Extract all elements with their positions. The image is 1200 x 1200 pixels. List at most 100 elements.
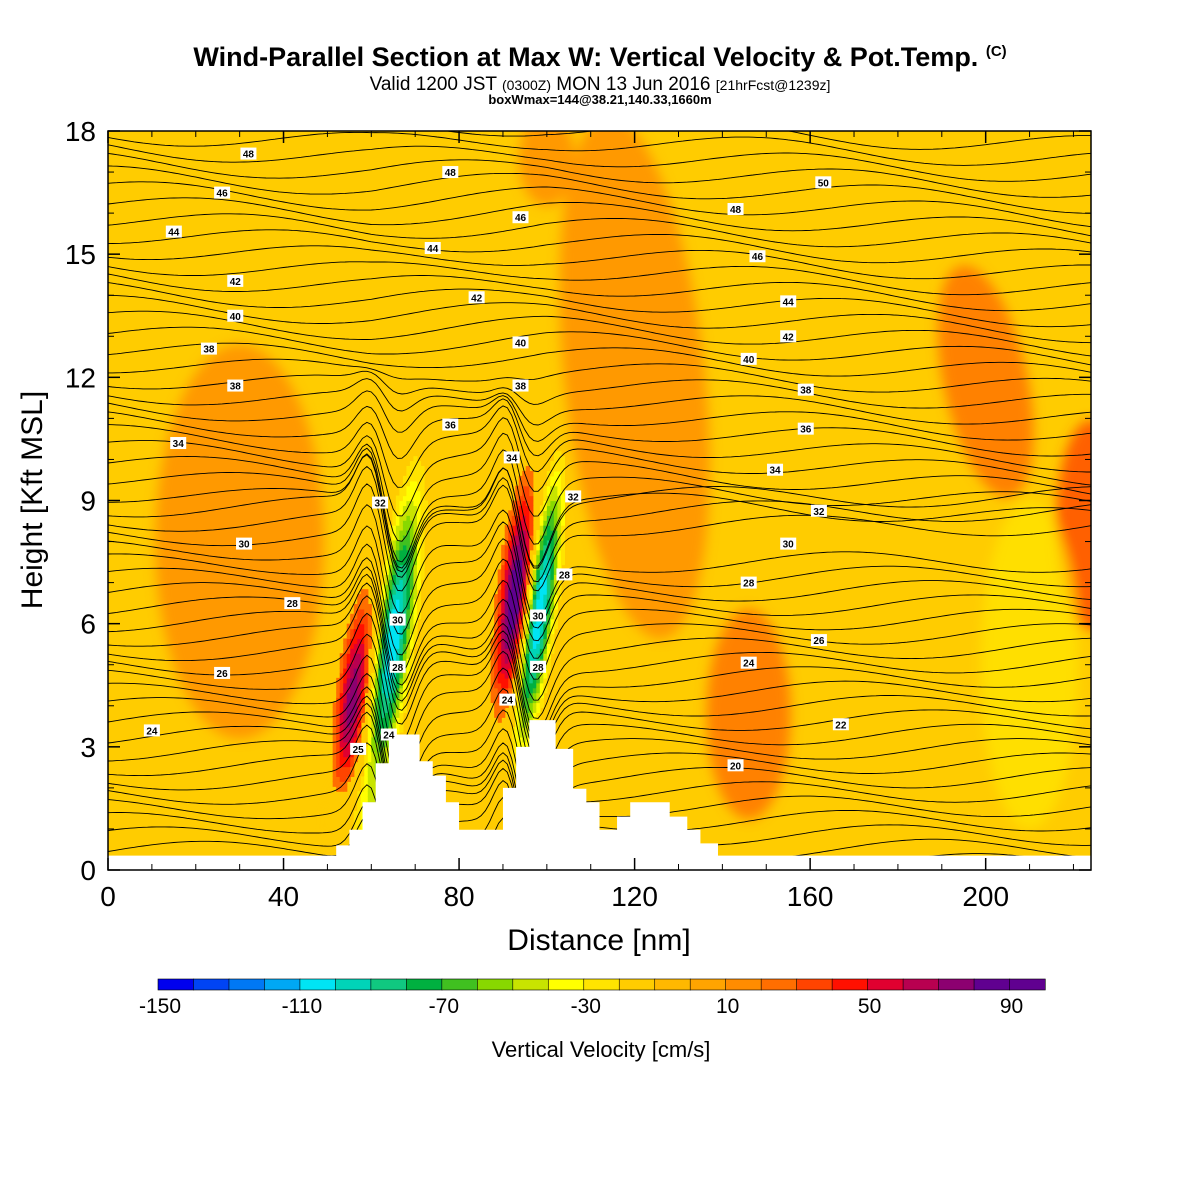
velocity-cell [395,539,400,546]
velocity-cell [550,638,555,644]
theta-contour-line [108,229,1091,264]
velocity-cell [409,628,415,635]
velocity-cell [364,633,369,640]
velocity-cell [343,727,348,733]
velocity-cell [399,485,404,492]
velocity-cell [529,677,534,684]
velocity-cell [332,736,337,743]
velocity-cell [339,717,344,723]
velocity-cell [402,603,408,610]
velocity-cell [529,589,534,595]
velocity-cell [364,643,369,649]
velocity-cell [508,628,513,635]
contour-label-text: 24 [146,726,158,737]
y-tick-label: 3 [80,732,96,763]
velocity-cell [518,485,523,492]
velocity-cell [409,564,415,571]
contour-label: 25 [350,742,367,756]
contour-label-box [512,211,529,224]
contour-label-text: 40 [743,355,755,366]
velocity-cell [392,648,397,654]
velocity-cell [539,653,544,659]
velocity-cell [378,658,383,664]
terrain-mask [108,720,1091,870]
velocity-cell [508,534,513,541]
velocity-cell [416,613,422,620]
velocity-cell [423,515,429,521]
velocity-cell [532,554,537,561]
contour-label: 20 [727,759,744,772]
velocity-cell [504,530,509,536]
velocity-cell [497,672,502,679]
velocity-cell [529,653,534,659]
velocity-cell [543,677,548,684]
velocity-cell [388,574,393,580]
velocity-cell [399,554,404,561]
contour-label-box [200,342,217,355]
velocity-cell [385,544,390,551]
velocity-cell [385,756,390,763]
velocity-cell [381,682,386,689]
velocity-cell [357,791,362,797]
velocity-cell [553,505,558,511]
y-axis-label: Height [Kft MSL] [16,391,49,609]
velocity-cell [367,613,372,620]
velocity-cell [420,564,425,571]
velocity-cell [536,549,541,556]
velocity-cell [508,544,513,551]
velocity-cell [553,554,558,561]
contour-label-text: 48 [243,150,255,161]
velocity-cell [332,702,337,709]
x-tick-label: 120 [611,881,658,912]
velocity-cell [522,648,527,654]
velocity-cell [399,579,404,585]
contour-label: 28 [530,660,547,674]
velocity-cell [378,663,383,669]
velocity-cell [395,717,400,723]
velocity-cell [420,480,425,487]
velocity-cell [539,589,544,595]
velocity-cell [557,579,562,585]
velocity-cell [511,603,516,610]
velocity-cell [413,554,418,561]
velocity-cell [374,682,379,689]
velocity-cell [560,559,565,566]
velocity-cell [339,771,344,777]
colorbar-bin [618,978,656,991]
velocity-cell [515,732,520,738]
velocity-cell [553,480,558,487]
velocity-cell [367,756,372,763]
velocity-cell [550,603,555,610]
contour-label-text: 22 [835,720,847,731]
velocity-cell [539,697,544,704]
contour-label: 28 [389,660,406,674]
velocity-cell [518,712,523,718]
velocity-cell [518,618,523,625]
velocity-cell [332,766,337,773]
velocity-cell [339,687,344,694]
velocity-cell [406,643,411,649]
velocity-cell [529,475,534,482]
velocity-cell [360,608,365,615]
velocity-cell [529,530,534,536]
velocity-cell [543,618,548,625]
velocity-cell [525,658,530,664]
contour-label: 40 [512,336,529,349]
colorbar-bin [902,978,940,991]
velocity-cell [518,589,523,595]
velocity-cell [553,564,558,571]
velocity-cell [501,584,506,590]
velocity-cell [388,712,393,718]
velocity-cell [360,653,365,659]
velocity-cell [371,687,376,694]
velocity-cell [508,525,513,531]
velocity-cell [385,638,390,644]
contour-label: 28 [740,576,757,590]
velocity-cell [536,584,541,590]
velocity-cell [402,697,408,704]
velocity-cell [546,470,551,477]
velocity-cell [508,554,513,561]
velocity-cell [416,549,422,556]
velocity-cell [532,643,537,649]
contour-label: 48 [727,203,744,216]
